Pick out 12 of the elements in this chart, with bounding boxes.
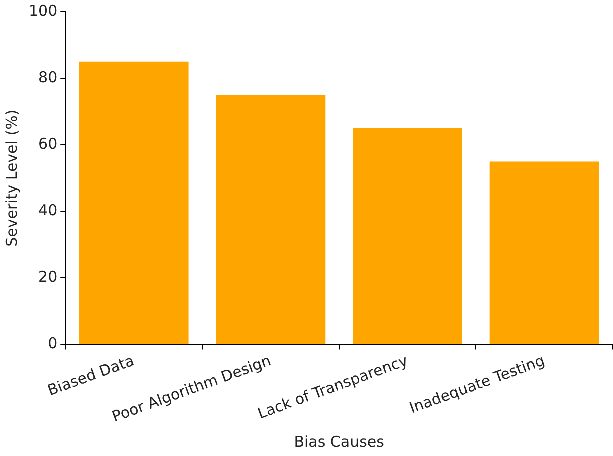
bar	[490, 162, 600, 344]
y-tick-label: 40	[38, 202, 58, 220]
y-axis-title: Severity Level (%)	[2, 110, 21, 247]
y-tick-label: 20	[38, 268, 58, 286]
y-tick-label: 60	[38, 134, 58, 153]
x-axis-title: Bias Causes	[294, 432, 385, 451]
y-tick-label: 0	[48, 334, 58, 353]
bar	[353, 128, 462, 344]
y-tick-label: 80	[38, 68, 58, 86]
y-tick-label: 100	[28, 2, 58, 20]
bar	[216, 95, 326, 344]
bar	[79, 62, 189, 344]
